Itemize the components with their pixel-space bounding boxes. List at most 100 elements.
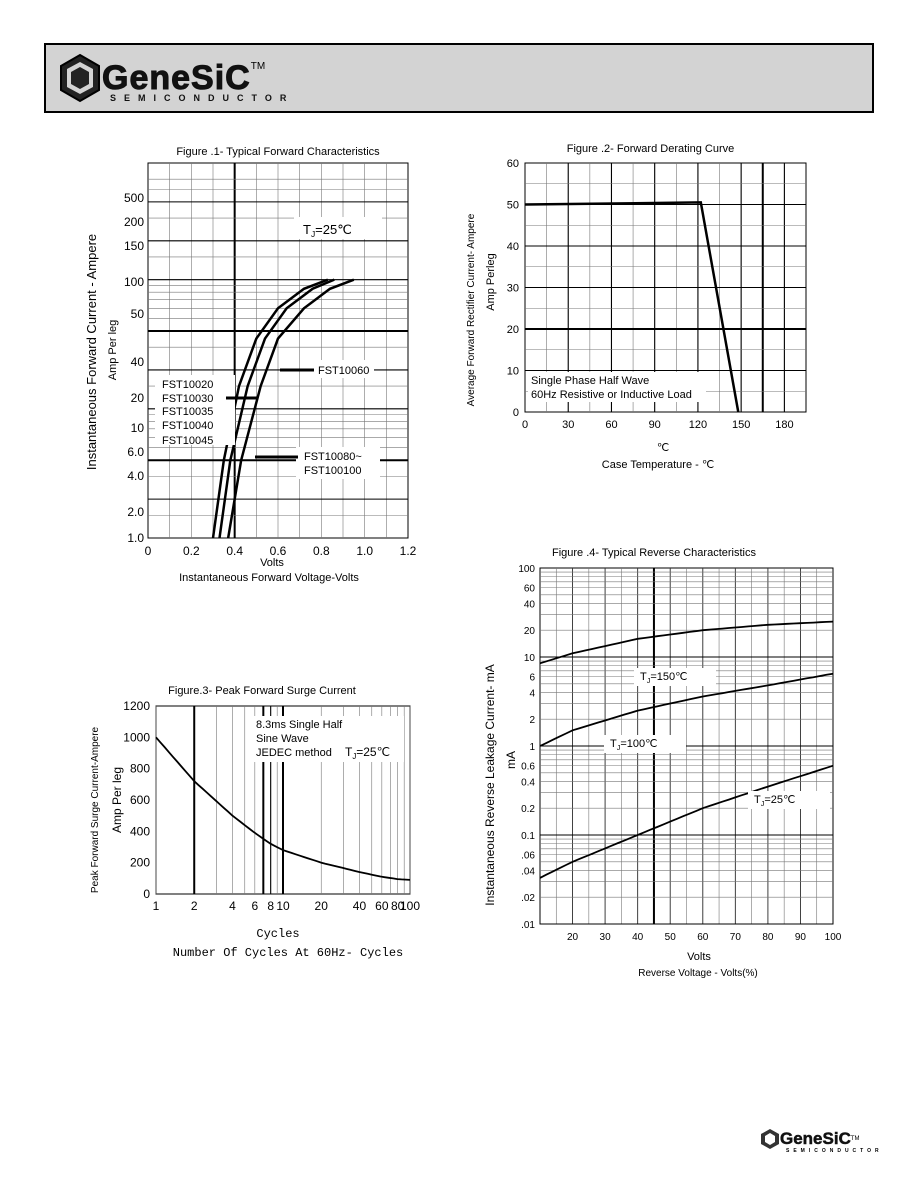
fig1-x-tick: 0.4 <box>226 544 243 558</box>
fig3-note2: Sine Wave <box>256 733 309 745</box>
fig4-x-tick: 100 <box>825 932 842 943</box>
fig4-y-tick: 0.4 <box>521 777 535 788</box>
fig2-y-tick: 0 <box>513 407 519 419</box>
fig4-y-tick: .01 <box>521 920 535 931</box>
fig2-y-tick: 20 <box>507 324 519 336</box>
fig4-x-tick: 80 <box>762 932 774 943</box>
fig1-y-tick: 150 <box>124 239 144 253</box>
fig3-tj-annotation: TJ=25℃ <box>345 745 390 761</box>
fig3-xlabel: Number Of Cycles At 60Hz- Cycles <box>173 946 403 960</box>
fig4-label-tj25-box <box>748 791 830 809</box>
fig3-x-tick: 100 <box>400 899 420 913</box>
fig2-series-line <box>524 201 740 413</box>
fig2-title: Figure .2- Forward Derating Curve <box>567 143 735 155</box>
fig1-label-left-box <box>155 375 235 445</box>
fig4-label-tj150: TJ=150℃ <box>640 671 687 685</box>
fig1-x-tick: 0.6 <box>270 544 287 558</box>
fig2-x-tick: 180 <box>775 419 793 431</box>
fig4-y-tick: 2 <box>529 715 535 726</box>
fig4-y-tick: 6 <box>529 673 535 684</box>
fig3-note1: 8.3ms Single Half <box>256 719 343 731</box>
fig1-tj-annotation: TJ=25℃ <box>303 222 352 239</box>
fig1-label-left: FST10040 <box>162 420 213 432</box>
fig1-label-right: FST100100 <box>304 465 361 477</box>
fig3-series-line <box>155 736 411 881</box>
fig1-y-tick: 40 <box>131 355 145 369</box>
fig3-x-tick: 10 <box>276 899 290 913</box>
fig3-y-tick: 600 <box>130 793 150 807</box>
fig4-y-tick: 0.1 <box>521 831 535 842</box>
fig1-y-tick: 100 <box>124 275 144 289</box>
fig1-y-tick: 500 <box>124 191 144 205</box>
fig2-y-tick: 10 <box>507 366 519 378</box>
footer-brand-subtitle: SEMICONDUCTOR <box>786 1148 883 1154</box>
footer-brand-name: GeneSiC <box>780 1129 851 1149</box>
fig3-title: Figure.3- Peak Forward Surge Current <box>168 685 356 697</box>
fig3-ylabel: Peak Forward Surge Current-Ampere <box>90 726 101 893</box>
fig3-x-tick: 1 <box>153 899 160 913</box>
fig2-note1: Single Phase Half Wave <box>531 375 649 387</box>
fig4-y-tick: 40 <box>524 599 536 610</box>
fig1-title: Figure .1- Typical Forward Characteristi… <box>176 146 380 158</box>
fig1-ylabel: Instantaneous Forward Current - Ampere <box>84 234 99 470</box>
fig4-label-tj150-box <box>634 668 716 686</box>
fig1-x-tick: 0 <box>145 544 152 558</box>
fig4-y-tick: 0.6 <box>521 762 535 773</box>
fig4-ylabel-unit: mA <box>504 751 518 769</box>
footer-trademark: TM <box>850 1136 860 1142</box>
fig4-y-tick: 20 <box>524 626 536 637</box>
fig2-y-tick: 40 <box>507 241 519 253</box>
fig4-y-tick: 100 <box>518 564 535 575</box>
fig2-ylabel2: Amp Perleg <box>485 253 497 310</box>
fig4-series-2-line <box>539 672 834 747</box>
fig4-y-tick: 60 <box>524 584 536 595</box>
fig4-x-tick: 30 <box>600 932 612 943</box>
fig4-ylabel: Instantaneous Reverse Leakage Current- m… <box>483 664 497 905</box>
fig4-series-1-line <box>539 620 834 665</box>
fig1-y-tick: 2.0 <box>127 505 144 519</box>
fig2-y-tick: 50 <box>507 200 519 212</box>
fig4-x-tick: 60 <box>697 932 709 943</box>
fig1-series-1-line <box>211 278 329 539</box>
fig1-y-tick: 1.0 <box>127 531 144 545</box>
fig2-xlabel: Case Temperature - ℃ <box>602 459 714 471</box>
fig2-y-tick: 60 <box>507 158 519 170</box>
fig1-x-tick: 1.0 <box>356 544 373 558</box>
hexagon-logo-icon <box>60 53 100 103</box>
fig3-xlabel-top: Cycles <box>256 927 299 941</box>
fig3-note3: JEDEC method <box>256 747 332 759</box>
fig4-x-tick: 90 <box>795 932 807 943</box>
fig4-xlabel: Reverse Voltage - Volts(%) <box>638 968 758 979</box>
fig4-y-tick: 10 <box>524 653 536 664</box>
fig4-label-tj100-box <box>604 735 686 753</box>
fig4-y-tick: .04 <box>521 866 535 877</box>
fig4-x-tick: 50 <box>665 932 677 943</box>
fig3-note-box <box>250 716 404 762</box>
fig1-label-mid-box <box>312 360 374 378</box>
fig3-x-tick: 8 <box>267 899 274 913</box>
fig4-x-tick: 70 <box>730 932 742 943</box>
fig3-y-tick: 1200 <box>123 699 150 713</box>
fig3-y-tick: 800 <box>130 762 150 776</box>
fig1-x-tick: 1.2 <box>400 544 417 558</box>
footer-logo: GeneSiC TM SEMICONDUCTOR <box>760 1128 879 1154</box>
fig4-x-tick: 40 <box>632 932 644 943</box>
fig3-x-tick: 40 <box>353 899 367 913</box>
fig4-label-tj100: TJ=100℃ <box>610 738 657 752</box>
fig2-note-box <box>528 372 706 402</box>
fig4-x-tick: 20 <box>567 932 579 943</box>
fig3-ylabel2: Amp Per leg <box>110 767 124 833</box>
fig3-y-tick: 200 <box>130 856 150 870</box>
fig1-ylabel2: Amp Per leg <box>107 320 119 381</box>
header-banner: GeneSiC TM SEMICONDUCTOR <box>44 43 874 113</box>
fig2-xlabel-top: ℃ <box>657 442 669 454</box>
fig1-y-tick: 200 <box>124 215 144 229</box>
fig2-y-tick: 30 <box>507 283 519 295</box>
fig4-y-tick: .02 <box>521 893 535 904</box>
fig3-y-tick: 0 <box>143 887 150 901</box>
fig4-y-tick: 4 <box>529 688 535 699</box>
fig1-label-left: FST10030 <box>162 393 213 405</box>
fig4-y-tick: 1 <box>529 742 535 753</box>
fig1-xlabel: Instantaneous Forward Voltage-Volts <box>179 572 359 584</box>
fig2-ylabel: Average Forward Rectifier Current- Amper… <box>466 213 477 406</box>
